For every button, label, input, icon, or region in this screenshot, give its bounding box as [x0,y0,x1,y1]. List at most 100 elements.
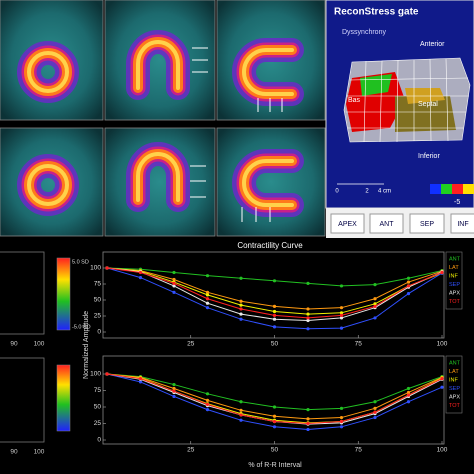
curve-point [205,392,210,396]
gate-subtitle: Dyssynchrony [342,29,386,36]
sd-max: 5.0 SD [72,259,89,265]
curve-point [306,327,310,331]
button-inf[interactable] [450,213,474,234]
curve-point [239,408,243,412]
curve-point [272,414,277,418]
y-tick-label: 25 [94,313,102,320]
curve-point [172,270,176,275]
x-tick-label: 75 [355,447,363,454]
y-axis-label: Normalized Amplitude [83,311,90,379]
legend-entry: LAT [449,369,459,375]
curve-point [172,284,176,288]
curve-point [138,377,143,381]
curve-point [406,292,411,296]
curve-point [339,306,344,310]
y-tick-label: 100 [90,371,101,378]
curve-point [373,283,377,287]
curve-point [339,419,344,424]
gate-title: ReconStress gate [334,7,419,18]
curve-point [239,317,243,321]
mesh [343,57,471,143]
legend-box [445,251,463,310]
buttons: APEX ANT SEP INF [330,213,474,234]
curve-point [339,406,344,410]
curve-point [339,326,344,330]
sd-colorbar [56,364,71,432]
curve-point [373,297,377,301]
spect-images [0,0,326,237]
curve-point [306,316,310,320]
curve-point [272,405,277,409]
curve-point [205,402,210,406]
side-tick: 100 [34,341,45,348]
y-tick-label: 0 [97,437,101,444]
curve-point [306,427,310,432]
side-plots: 90 100 90 100 5.0 SD -5.0 SD [0,251,91,456]
curve-point [272,279,277,283]
curve-point [373,410,377,414]
button-apex[interactable] [330,213,365,234]
curve-point [406,386,411,391]
y-tick-label: 75 [94,281,102,288]
x-tick-label: 50 [271,341,279,348]
legend-entry: SEP [449,386,460,392]
scale-label: 2 [365,189,369,195]
curve-point [239,413,243,417]
curve-point [205,306,210,310]
label-anterior: Anterior [420,41,445,48]
curve-point [339,311,344,315]
curve-point [339,316,344,320]
x-tick-label: 25 [187,447,195,454]
curve-point [239,276,243,280]
curve-point [440,270,444,275]
curve-point [373,304,377,308]
label-base: Bas [348,97,361,104]
curve-point [373,415,377,420]
colorbar-min: -5 [454,199,460,206]
curve-point [172,386,176,391]
curve-point [339,313,344,317]
side-tick: 90 [10,341,18,348]
curve-point [172,382,176,387]
x-tick-label: 50 [271,447,279,454]
curve-point [306,417,310,421]
curve-point [440,385,444,389]
curve-point [406,284,411,288]
curve-point [406,393,411,397]
sd-colorbar [56,257,71,331]
x-tick-label: 75 [355,341,363,348]
legend-entry: TOT [449,403,461,409]
curve-point [306,408,310,412]
side-tick: 90 [10,449,18,456]
legend-entry: APX [449,290,460,296]
curve-point [172,277,176,282]
y-tick-label: 100 [90,265,101,272]
curve-point [440,377,444,381]
button-sep[interactable] [409,213,445,234]
curve-point [306,281,310,285]
curve-point [172,389,176,393]
y-tick-label: 25 [94,420,102,427]
curve-point [272,309,277,314]
sd-min: -5.0 SD [72,324,91,330]
curve-point [172,394,176,399]
legend-entry: INF [449,377,459,383]
curve-point [239,312,243,316]
y-tick-label: 75 [94,387,102,394]
y-tick-label: 50 [94,297,102,304]
button-label[interactable]: ANT [380,221,395,228]
legend-box [445,355,463,414]
side-tick: 100 [34,449,45,456]
legend-entry: INF [449,273,459,279]
y-tick-label: 50 [94,404,102,411]
button-label[interactable]: SEP [420,221,434,228]
button-label[interactable]: INF [457,221,468,228]
legend-entry: TOT [449,299,461,305]
curve-point [138,276,143,280]
button-ant[interactable] [369,213,404,234]
curve [106,373,443,411]
curve-point [272,419,277,424]
curve-point [239,307,243,311]
button-label[interactable]: APEX [338,221,357,228]
